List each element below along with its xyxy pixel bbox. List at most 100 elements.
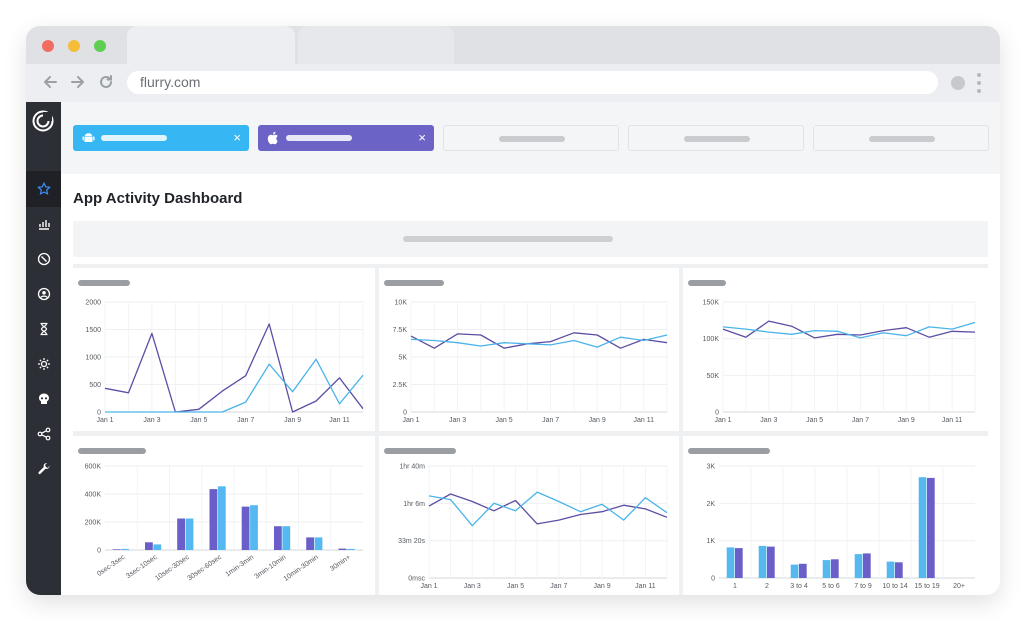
maximize-window-button[interactable] [94, 40, 106, 52]
y-tick-label: 200K [85, 520, 102, 527]
wrench-icon [37, 462, 50, 475]
line-chart: 0 2.5K 5K 7.5K 10K Jan 1 Jan 3 Jan 5 Jan 7 Jan 9 J… [393, 300, 668, 424]
filter-label-placeholder [286, 135, 352, 141]
y-tick-label: 2K [706, 501, 715, 508]
url-input[interactable]: flurry.com [127, 71, 938, 94]
x-tick-label: 7 to 9 [854, 583, 872, 590]
y-tick-label: 600K [85, 464, 102, 471]
x-tick-label: 1min-3min [224, 554, 255, 579]
sidebar-item-engagement[interactable] [26, 346, 61, 382]
address-bar-row: flurry.com [26, 64, 1000, 102]
x-tick-label: 10 to 14 [882, 583, 907, 590]
browser-tab-inactive[interactable] [298, 26, 454, 64]
filter-label-placeholder [684, 136, 750, 142]
x-tick-label: Jan 9 [589, 417, 606, 424]
sidebar-item-explore[interactable] [26, 241, 61, 277]
empty-filter-slot[interactable] [813, 125, 989, 151]
share-nodes-icon [37, 427, 50, 441]
sidebar-item-usage[interactable] [26, 206, 61, 242]
x-tick-label: 10sec-30sec [154, 554, 191, 583]
line-chart: 0 500 1000 1500 2000 Jan 1 Jan 3 Jan 5 Jan 7 Jan … [85, 300, 364, 424]
bar [726, 547, 735, 578]
y-tick-label: 1500 [85, 327, 101, 334]
chart-card[interactable]: 0 1K 2K 3K 1 2 3 to 4 5 to 6 7 to 9 10 to 14 15 to… [683, 436, 988, 595]
series-line-2 [105, 358, 364, 413]
minimize-window-button[interactable] [68, 40, 80, 52]
sidebar-item-audience[interactable] [26, 276, 61, 312]
y-tick-label: 2000 [85, 300, 101, 307]
bar [831, 559, 839, 578]
flurry-logo[interactable] [32, 110, 54, 132]
y-tick-label: 2.5K [393, 382, 408, 389]
reload-icon[interactable] [96, 73, 116, 93]
close-icon[interactable]: × [418, 130, 426, 145]
bar-chart-icon [38, 220, 50, 230]
summary-banner [73, 221, 988, 257]
sidebar-item-crashes[interactable] [26, 381, 61, 417]
y-tick-label: 0 [711, 576, 715, 583]
chart-title-placeholder [688, 448, 770, 454]
chart-title-placeholder [78, 448, 146, 454]
arrow-left-icon[interactable] [40, 73, 60, 93]
sidebar-item-retention[interactable] [26, 311, 61, 347]
x-tick-label: 5 to 6 [822, 583, 840, 590]
x-tick-label: Jan 9 [594, 583, 611, 590]
y-tick-label: 7.5K [393, 327, 408, 334]
browser-tab-active[interactable] [127, 26, 295, 64]
bar [217, 486, 226, 550]
bar [145, 542, 153, 550]
hourglass-icon [40, 322, 47, 336]
chart-card[interactable]: 0 200K 400K 600K 0sec-3sec 3sec-10sec 10sec-30… [73, 436, 375, 595]
sidebar-item-share[interactable] [26, 416, 61, 452]
series-line-1 [428, 493, 668, 525]
y-tick-label: 0msc [408, 576, 425, 583]
bar [241, 506, 250, 550]
y-tick-label: 10K [395, 300, 408, 307]
bar [854, 554, 863, 578]
sidebar-item-settings[interactable] [26, 451, 61, 487]
bar [863, 553, 871, 578]
android-icon [82, 133, 95, 142]
empty-filter-slot[interactable] [443, 125, 619, 151]
dashboard-content: App Activity Dashboard 0 500 1000 1500 2000 J… [61, 174, 1000, 595]
bar-chart: 0200K400K600K0sec-3sec3sec-10sec10sec-30… [85, 464, 363, 583]
sidebar-item-favorites[interactable] [26, 171, 61, 207]
x-tick-label: Jan 5 [190, 417, 207, 424]
chart-card[interactable]: 0 500 1000 1500 2000 Jan 1 Jan 3 Jan 5 Jan 7 Jan … [73, 268, 375, 431]
x-tick-label: Jan 5 [806, 417, 823, 424]
chart-title-placeholder [78, 280, 130, 286]
empty-filter-slot[interactable] [628, 125, 804, 151]
kebab-menu-icon[interactable] [977, 73, 981, 93]
y-tick-label: 0 [403, 410, 407, 417]
bar [767, 546, 775, 578]
chart-card[interactable]: 0msc 33m 20s 1hr 6m 1hr 40m Jan 1 Jan 3 Jan 5 J… [379, 436, 679, 595]
chart-card[interactable]: 0 50K 100K 150K Jan 1 Jan 3 Jan 5 Jan 7 Jan 9 Jan… [683, 268, 988, 431]
bar [112, 549, 121, 550]
close-icon[interactable]: × [233, 130, 241, 145]
profile-icon[interactable] [951, 76, 965, 90]
series-line-2 [722, 321, 976, 339]
arrow-right-icon[interactable] [68, 73, 88, 93]
y-tick-label: 1hr 40m [399, 464, 425, 471]
android-filter-chip[interactable]: × [73, 125, 249, 151]
line-chart: 0 50K 100K 150K Jan 1 Jan 3 Jan 5 Jan 7 Jan 9 Jan… [703, 300, 976, 424]
x-tick-label: Jan 5 [496, 417, 513, 424]
bar [274, 526, 282, 550]
chart-card[interactable]: 0 2.5K 5K 7.5K 10K Jan 1 Jan 3 Jan 5 Jan 7 Jan 9 J… [379, 268, 679, 431]
page-title: App Activity Dashboard [73, 190, 243, 207]
chart-title-placeholder [688, 280, 726, 286]
x-tick-label: Jan 11 [633, 417, 654, 424]
x-tick-label: Jan 11 [635, 583, 656, 590]
bar [735, 548, 743, 578]
sidebar [26, 102, 61, 595]
bar [758, 545, 767, 578]
x-tick-label: 1 [733, 583, 737, 590]
x-tick-label: Jan 3 [449, 417, 466, 424]
ios-filter-chip[interactable]: × [258, 125, 434, 151]
y-tick-label: 150K [703, 300, 720, 307]
x-tick-label: 20+ [953, 583, 965, 590]
y-tick-label: 400K [85, 492, 102, 499]
x-tick-label: 30sec-60sec [186, 554, 223, 583]
y-tick-label: 1K [706, 538, 715, 545]
close-window-button[interactable] [42, 40, 54, 52]
